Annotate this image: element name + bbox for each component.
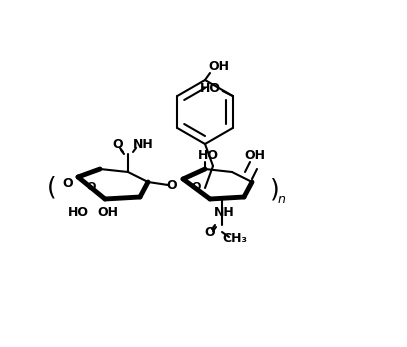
Text: n: n: [278, 193, 286, 205]
Text: OH: OH: [98, 205, 118, 219]
Text: O: O: [63, 177, 73, 189]
Text: O: O: [205, 226, 215, 238]
Text: OH: OH: [208, 59, 230, 73]
Text: O: O: [113, 137, 123, 151]
Text: HO: HO: [68, 205, 88, 219]
Text: O: O: [167, 178, 177, 192]
Text: NH: NH: [133, 137, 153, 151]
Text: HO: HO: [197, 149, 219, 161]
Text: ): ): [270, 177, 280, 201]
Text: NH: NH: [214, 205, 234, 219]
Text: (: (: [47, 175, 57, 199]
Text: O: O: [191, 182, 201, 192]
Text: HO: HO: [200, 82, 221, 94]
Text: OH: OH: [245, 149, 265, 161]
Text: O: O: [86, 182, 96, 192]
Text: CH₃: CH₃: [223, 232, 247, 245]
